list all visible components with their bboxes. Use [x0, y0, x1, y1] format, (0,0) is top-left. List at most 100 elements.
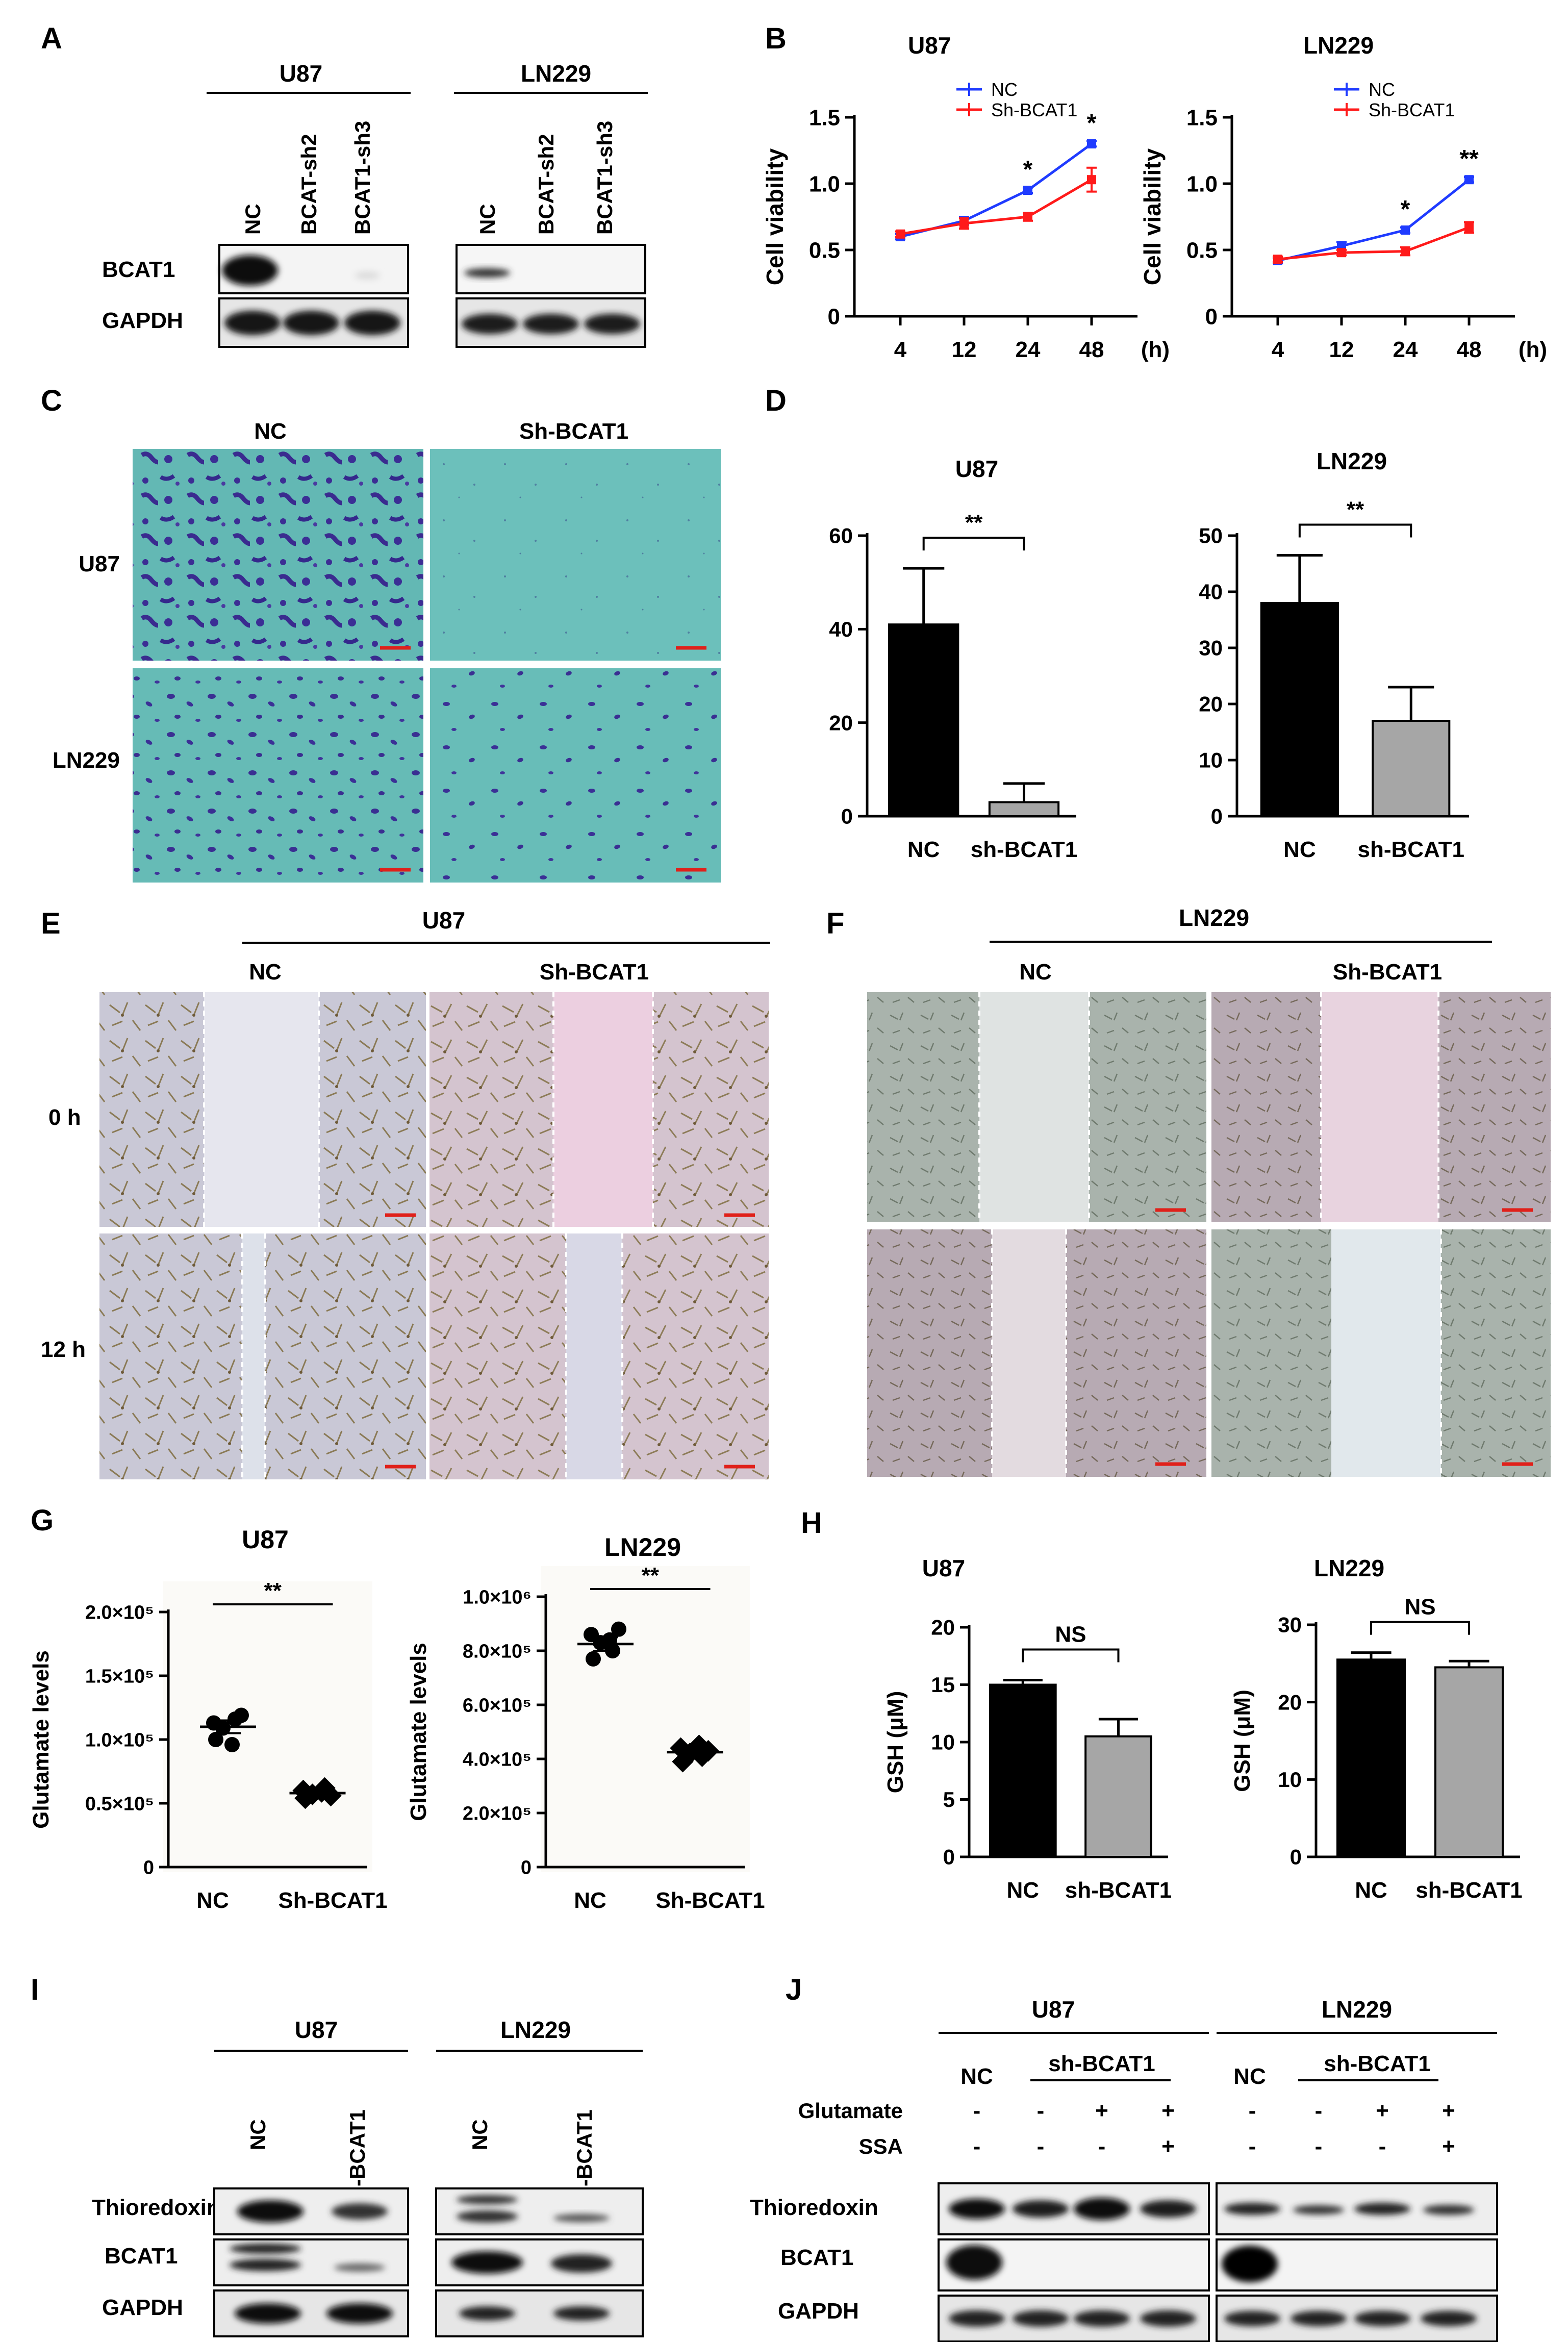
- x-axis-label: (h): [1141, 337, 1170, 362]
- x-tick-label: Sh-BCAT1: [655, 1888, 765, 1913]
- panel-label-i: I: [31, 1973, 39, 2006]
- micro-e-group: U87: [422, 907, 465, 934]
- y-tick-label: 5: [943, 1787, 955, 1811]
- y-axis-label: GSH (μM): [1230, 1690, 1255, 1792]
- y-tick-label: 8.0×10⁵: [463, 1641, 532, 1662]
- blot-j-row-ssa: SSA: [859, 2134, 903, 2158]
- y-tick-label: 4.0×10⁵: [463, 1749, 532, 1770]
- y-tick-label: 60: [829, 524, 853, 548]
- blot-a-row-gapdh: GAPDH: [102, 308, 183, 333]
- x-tick-label: Sh-BCAT1: [278, 1888, 387, 1913]
- y-tick-label: 10: [1199, 748, 1223, 772]
- y-tick-label: 1.0×10⁶: [463, 1586, 532, 1608]
- blot-a-lane-nc-ln: NC: [475, 204, 499, 235]
- panel-label-c: C: [41, 384, 62, 417]
- bar-NC: [888, 623, 959, 817]
- y-tick-label: 50: [1199, 524, 1223, 548]
- blot-i-lane-nc-ln: NC: [468, 2119, 492, 2150]
- micro-c-ln-sh: [430, 668, 721, 883]
- micro-c-col-sh: Sh-BCAT1: [519, 419, 628, 444]
- significance-label: NS: [1404, 1595, 1435, 1620]
- data-point: [586, 1651, 601, 1667]
- data-point: [1401, 246, 1410, 256]
- ssa-sign: +: [1442, 2134, 1455, 2159]
- micro-e-col-nc: NC: [249, 960, 282, 985]
- significance-label: **: [965, 510, 983, 535]
- y-tick-label: 6.0×10⁵: [463, 1695, 532, 1716]
- x-tick-label: sh-BCAT1: [971, 837, 1077, 862]
- y-tick-label: 0: [943, 1845, 955, 1869]
- blot-a: U87 LN229 NC BCAT-sh2 BCAT1-sh3 NC BCAT-…: [102, 60, 648, 348]
- significance-label: **: [264, 1578, 282, 1603]
- blot-j-row-bcat1: BCAT1: [780, 2245, 853, 2270]
- glutamate-sign: -: [973, 2098, 981, 2123]
- y-tick-label: 20: [829, 711, 853, 735]
- significance-mark: *: [1023, 156, 1033, 183]
- blot-i-group-u87: U87: [295, 2017, 338, 2043]
- chart-title: U87: [955, 456, 998, 482]
- significance-label: **: [642, 1563, 660, 1588]
- y-axis-label: Cell viability: [1139, 148, 1166, 285]
- data-point: [1087, 175, 1096, 185]
- x-tick-label: NC: [1007, 1878, 1040, 1903]
- significance-mark: *: [1087, 110, 1097, 137]
- data-point: [1401, 225, 1410, 235]
- ssa-sign: -: [973, 2134, 981, 2159]
- micro-c-row-u87: U87: [79, 551, 120, 576]
- blot-a-group-u87: U87: [280, 60, 322, 87]
- blot-a-group-ln229: LN229: [521, 60, 591, 87]
- x-tick-label: NC: [196, 1888, 229, 1913]
- plot-background: [163, 1581, 372, 1872]
- chart-title: U87: [242, 1525, 289, 1554]
- y-tick-label: 1.0: [1186, 171, 1218, 196]
- chart-h-ln229: LN229 0 10 20 30 GSH (μM) NC sh-BCAT1 NS: [1230, 1555, 1523, 1903]
- blot-a-lane-sh3: BCAT1-sh3: [350, 121, 374, 235]
- chart-title: U87: [908, 32, 951, 59]
- blot-j-row-thioredoxin: Thioredoxin: [750, 2195, 878, 2220]
- blot-a-lane-sh2-ln: BCAT-sh2: [534, 134, 558, 235]
- micro-e: U87 NC Sh-BCAT1 0 h 12 h: [41, 907, 770, 1479]
- micro-f-group: LN229: [1179, 904, 1249, 931]
- blot-j-treatment-signs: - - - - + - + + - - - - + - + +: [973, 2098, 1455, 2159]
- data-point: [234, 1707, 249, 1723]
- significance-label: **: [1347, 497, 1364, 522]
- x-tick-label: 48: [1457, 337, 1482, 362]
- micro-f: LN229 NC Sh-BCAT1: [867, 904, 1551, 1477]
- data-point: [1464, 175, 1474, 185]
- blot-i-row-thioredoxin: Thioredoxin: [92, 2195, 220, 2220]
- data-point: [1464, 222, 1474, 232]
- bar-sh-BCAT1: [988, 801, 1060, 817]
- significance-bracket: [1298, 523, 1412, 538]
- micro-e-col-sh: Sh-BCAT1: [540, 960, 649, 985]
- y-tick-label: 1.5: [1186, 105, 1218, 130]
- y-tick-label: 20: [1199, 692, 1223, 716]
- bar-sh-BCAT1: [1434, 1666, 1504, 1858]
- chart-b-ln229: LN229 0 0.5 1.0 1.5 4 12 24 48 (h) Cell viability N…: [1139, 32, 1547, 362]
- y-tick-label: 0: [143, 1857, 154, 1878]
- panel-label-e: E: [41, 907, 61, 940]
- bar-sh-BCAT1: [1084, 1735, 1152, 1858]
- chart-d-u87: U87 0 20 40 60 NC sh-BCAT1 **: [829, 456, 1077, 862]
- blot-i-lane-nc: NC: [246, 2119, 270, 2150]
- x-tick-label: NC: [574, 1888, 606, 1913]
- glutamate-sign: -: [1037, 2098, 1045, 2123]
- data-point: [1087, 139, 1096, 148]
- x-tick-label: 48: [1079, 337, 1104, 362]
- significance-mark: **: [1459, 145, 1479, 172]
- x-tick-label: NC: [1283, 837, 1316, 862]
- series-line-NC: [900, 142, 1093, 238]
- micro-e-row-12h: 12 h: [41, 1337, 86, 1362]
- y-tick-label: 2.0×10⁵: [463, 1803, 532, 1824]
- y-tick-label: 30: [1278, 1613, 1302, 1637]
- y-tick-label: 0: [1205, 304, 1218, 329]
- y-tick-label: 40: [829, 617, 853, 641]
- chart-h-u87: U87 0 5 10 15 20 GSH (μM) NC sh-BCAT1 NS: [883, 1555, 1172, 1903]
- ssa-sign: -: [1249, 2134, 1256, 2159]
- data-point: [1273, 255, 1282, 264]
- data-point: [1023, 212, 1032, 221]
- y-tick-label: 1.0×10⁵: [85, 1729, 154, 1751]
- series-line-NC: [1277, 179, 1470, 262]
- y-tick-label: 1.5×10⁵: [85, 1666, 154, 1687]
- legend-label: NC: [1369, 79, 1395, 100]
- y-tick-label: 0.5: [809, 238, 840, 263]
